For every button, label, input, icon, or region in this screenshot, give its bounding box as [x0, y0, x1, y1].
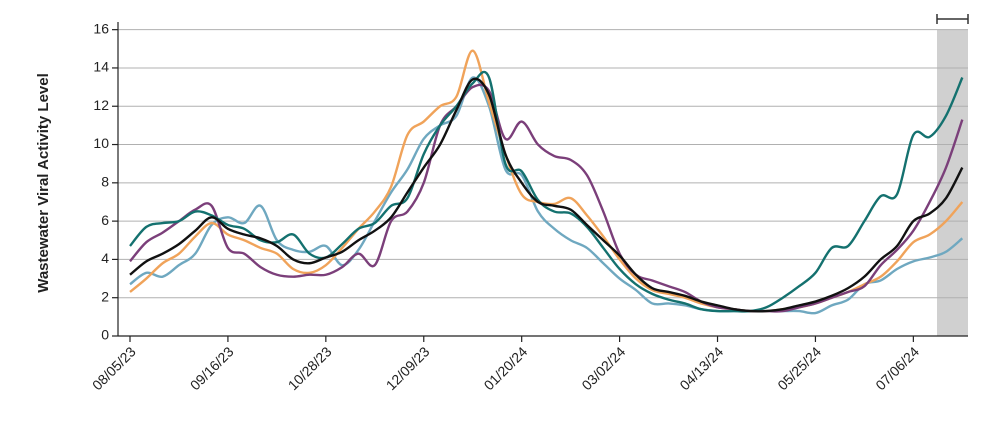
x-tick-label: 04/13/24 — [676, 343, 726, 393]
y-tick-label: 8 — [101, 174, 109, 190]
x-tick-label: 03/02/24 — [578, 343, 628, 393]
x-tick-label: 07/06/24 — [872, 343, 922, 393]
x-tick-label: 05/25/24 — [774, 343, 824, 393]
y-tick-label: 4 — [101, 250, 109, 266]
series-line — [129, 76, 964, 315]
series-line — [129, 70, 964, 313]
x-tick-label: 01/20/24 — [481, 343, 531, 393]
series-line — [129, 83, 964, 313]
y-tick-label: 14 — [93, 59, 109, 75]
highlight-bracket — [936, 14, 969, 24]
x-tick-label: 12/09/23 — [383, 343, 433, 393]
series-line — [129, 49, 964, 313]
series-line — [129, 77, 964, 313]
y-axis-label: Wastewater Viral Activity Level — [35, 73, 52, 293]
x-tick-label: 08/05/23 — [89, 343, 139, 393]
y-tick-label: 0 — [101, 327, 109, 343]
y-tick-label: 2 — [101, 288, 109, 304]
y-tick-label: 12 — [93, 97, 109, 113]
x-tick-label: 10/28/23 — [285, 343, 335, 393]
x-tick-label: 09/16/23 — [187, 343, 237, 393]
y-tick-label: 6 — [101, 212, 109, 228]
y-tick-label: 10 — [93, 135, 109, 151]
y-tick-label: 16 — [93, 20, 109, 36]
